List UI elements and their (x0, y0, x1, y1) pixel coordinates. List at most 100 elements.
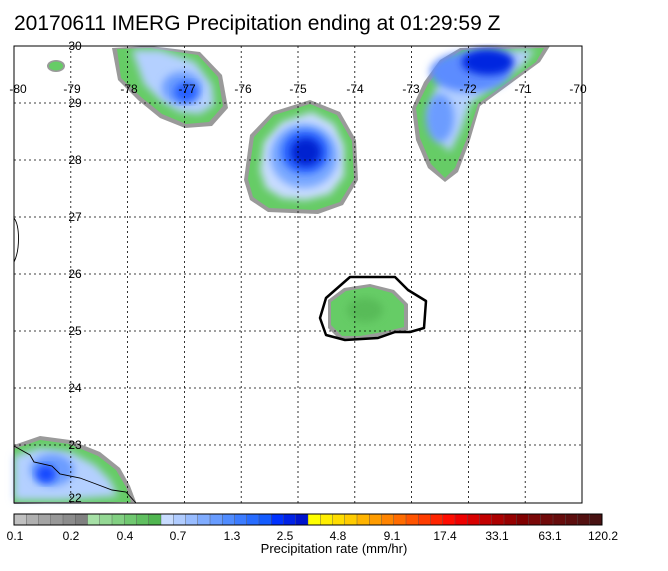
rain-cell (112, 46, 228, 128)
lat-label: 24 (68, 381, 82, 395)
colorbar-swatch (283, 513, 297, 526)
colorbar-swatch (271, 513, 285, 526)
lat-label: 28 (68, 153, 82, 167)
colorbar-swatch (38, 513, 52, 526)
lat-label: 23 (68, 438, 82, 452)
colorbar-swatch (50, 513, 64, 526)
colorbar-swatch (307, 513, 321, 526)
colorbar-swatch (124, 513, 138, 526)
lon-label: -72 (459, 82, 477, 96)
colorbar-swatch (577, 513, 591, 526)
lon-label: -79 (63, 82, 81, 96)
rain-cell (49, 61, 63, 71)
colorbar-swatch (393, 513, 407, 526)
colorbar-swatch (381, 513, 395, 526)
colorbar-swatch (565, 513, 579, 526)
lat-label: 27 (68, 210, 82, 224)
colorbar-swatch (222, 513, 236, 526)
colorbar-swatch (454, 513, 468, 526)
colorbar-swatch (26, 513, 40, 526)
colorbar-swatch (62, 513, 76, 526)
bold-contour (318, 275, 428, 342)
precipitation-layer (14, 46, 550, 504)
lon-label: -75 (289, 82, 307, 96)
colorbar-swatch (246, 513, 260, 526)
rain-cell (328, 284, 408, 340)
colorbar-tick-label: 4.8 (330, 529, 347, 543)
longitude-labels: -80 -79 -78 -77 -76 -75 -74 -73 -72 -71 … (9, 82, 587, 96)
map-title: 20170611 IMERG Precipitation ending at 0… (14, 12, 501, 35)
lon-label: -80 (9, 82, 27, 96)
colorbar-swatch (467, 513, 481, 526)
coastline (13, 445, 137, 504)
colorbar-swatch (503, 513, 517, 526)
coastline-layer (13, 217, 137, 504)
colorbar-swatch (209, 513, 223, 526)
latitude-labels: 30 29 28 27 26 25 24 23 22 (68, 39, 82, 505)
colorbar-swatch (258, 513, 272, 526)
colorbar-swatch (344, 513, 358, 526)
colorbar-frame (13, 513, 603, 526)
colorbar-tick-label: 0.2 (63, 529, 80, 543)
lat-label: 25 (68, 324, 82, 338)
colorbar-swatch (197, 513, 211, 526)
colorbar-swatch (552, 513, 566, 526)
rain-cell (244, 100, 358, 214)
lat-label: 26 (68, 267, 82, 281)
colorbar-swatch (540, 513, 554, 526)
graticule (14, 46, 582, 503)
colorbar-tick-label: 33.1 (485, 529, 509, 543)
rain-cell (412, 46, 550, 182)
lon-label: -71 (514, 82, 532, 96)
colorbar-swatch (418, 513, 432, 526)
colorbar-swatch (234, 513, 248, 526)
colorbar-swatch (430, 513, 444, 526)
colorbar-swatch (332, 513, 346, 526)
colorbar-swatch (479, 513, 493, 526)
lon-label: -77 (178, 82, 196, 96)
map-frame (13, 45, 583, 504)
colorbar-swatch (87, 513, 101, 526)
colorbar-swatch (111, 513, 125, 526)
lat-label: 30 (68, 39, 82, 53)
colorbar-swatch (13, 513, 27, 526)
lon-label: -76 (234, 82, 252, 96)
lon-label: -74 (346, 82, 364, 96)
lon-label: -73 (402, 82, 420, 96)
colorbar-swatch (295, 513, 309, 526)
colorbar-tick-label: 2.5 (277, 529, 294, 543)
colorbar-swatch (369, 513, 383, 526)
lat-label: 29 (68, 96, 82, 110)
colorbar-tick-label: 120.2 (588, 529, 618, 543)
colorbar-swatch (516, 513, 530, 526)
colorbar-labels: 0.1 0.2 0.4 0.7 1.3 2.5 4.8 9.1 17.4 33.… (7, 529, 619, 543)
colorbar-swatch (442, 513, 456, 526)
colorbar-tick-label: 63.1 (538, 529, 562, 543)
colorbar-swatch (173, 513, 187, 526)
colorbar-tick-label: 9.1 (384, 529, 401, 543)
colorbar-swatch (160, 513, 174, 526)
lat-label: 22 (68, 491, 82, 505)
colorbar-swatch (99, 513, 113, 526)
colorbar-tick-label: 0.7 (170, 529, 187, 543)
colorbar-swatch (75, 513, 89, 526)
colorbar-swatch (185, 513, 199, 526)
colorbar-swatch (356, 513, 370, 526)
lon-label: -78 (120, 82, 138, 96)
colorbar-swatch (136, 513, 150, 526)
coastline (13, 217, 19, 263)
colorbar-swatch (589, 513, 603, 526)
colorbar-title: Precipitation rate (mm/hr) (260, 541, 408, 556)
colorbar-swatch (528, 513, 542, 526)
colorbar-swatch (405, 513, 419, 526)
colorbar-swatch (320, 513, 334, 526)
colorbar-tick-label: 17.4 (433, 529, 457, 543)
colorbar (13, 513, 603, 526)
lon-label: -70 (569, 82, 587, 96)
colorbar-tick-label: 0.4 (117, 529, 134, 543)
colorbar-tick-label: 1.3 (224, 529, 241, 543)
colorbar-tick-label: 0.1 (7, 529, 24, 543)
colorbar-swatch (491, 513, 505, 526)
colorbar-swatch (148, 513, 162, 526)
